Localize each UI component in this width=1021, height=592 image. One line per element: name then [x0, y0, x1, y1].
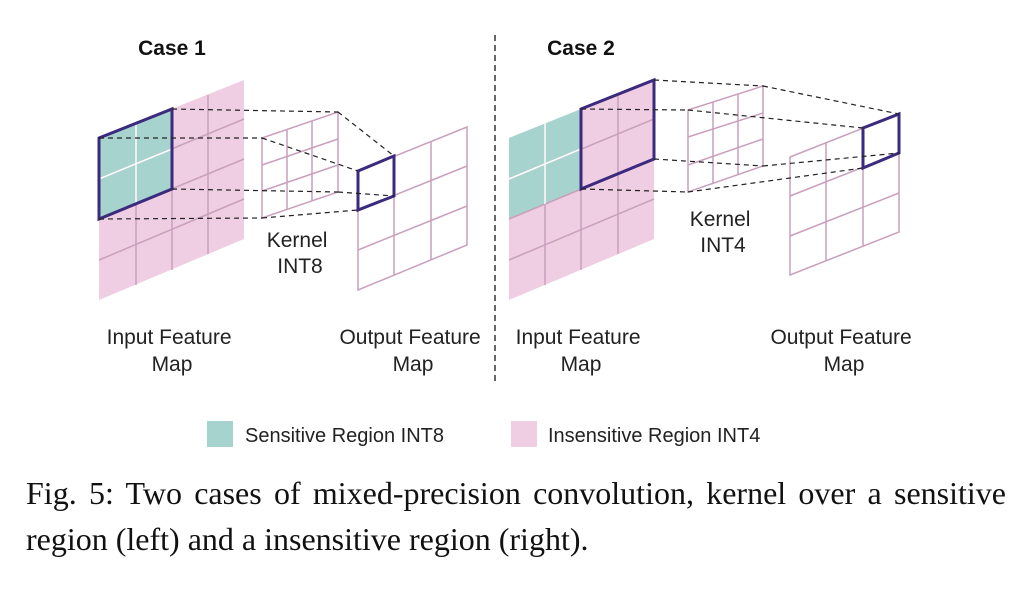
- case-1-kernel-label: Kernel INT8: [267, 229, 334, 278]
- legend-swatch-sensitive: [207, 421, 233, 447]
- case-1-output-map: [356, 125, 468, 292]
- case-2-projection-lines: [580, 79, 900, 193]
- case-1-title: Case 1: [138, 37, 206, 60]
- figure-caption: Fig. 5: Two cases of mixed-precision con…: [26, 475, 1006, 557]
- case-2-title: Case 2: [547, 37, 615, 60]
- case-2-input-map: [508, 77, 656, 300]
- case-2-kernel: [687, 84, 764, 194]
- legend-item-insensitive: Insensitive Region INT4: [511, 421, 760, 447]
- case-2-output-label: Output Feature Map: [770, 326, 917, 376]
- legend-swatch-insensitive: [511, 421, 537, 447]
- case-1-kernel: [261, 110, 339, 220]
- mixed-precision-diagram: Case 1: [97, 35, 917, 447]
- case-1-input-map: [97, 80, 245, 300]
- case-2-input-label: Input Feature Map: [516, 326, 647, 376]
- legend-item-sensitive: Sensitive Region INT8: [207, 421, 444, 447]
- case-2-kernel-label: Kernel INT4: [690, 208, 757, 257]
- case-2-output-map: [789, 111, 901, 277]
- case-1-panel: Case 1: [97, 37, 486, 376]
- case-1-output-label: Output Feature Map: [339, 326, 486, 376]
- case-1-projection-lines: [98, 108, 395, 220]
- legend-label-sensitive: Sensitive Region INT8: [245, 425, 444, 447]
- legend: Sensitive Region INT8 Insensitive Region…: [207, 421, 760, 447]
- case-1-input-label: Input Feature Map: [107, 326, 238, 376]
- case-2-panel: Case 2: [508, 37, 917, 376]
- legend-label-insensitive: Insensitive Region INT4: [548, 425, 760, 447]
